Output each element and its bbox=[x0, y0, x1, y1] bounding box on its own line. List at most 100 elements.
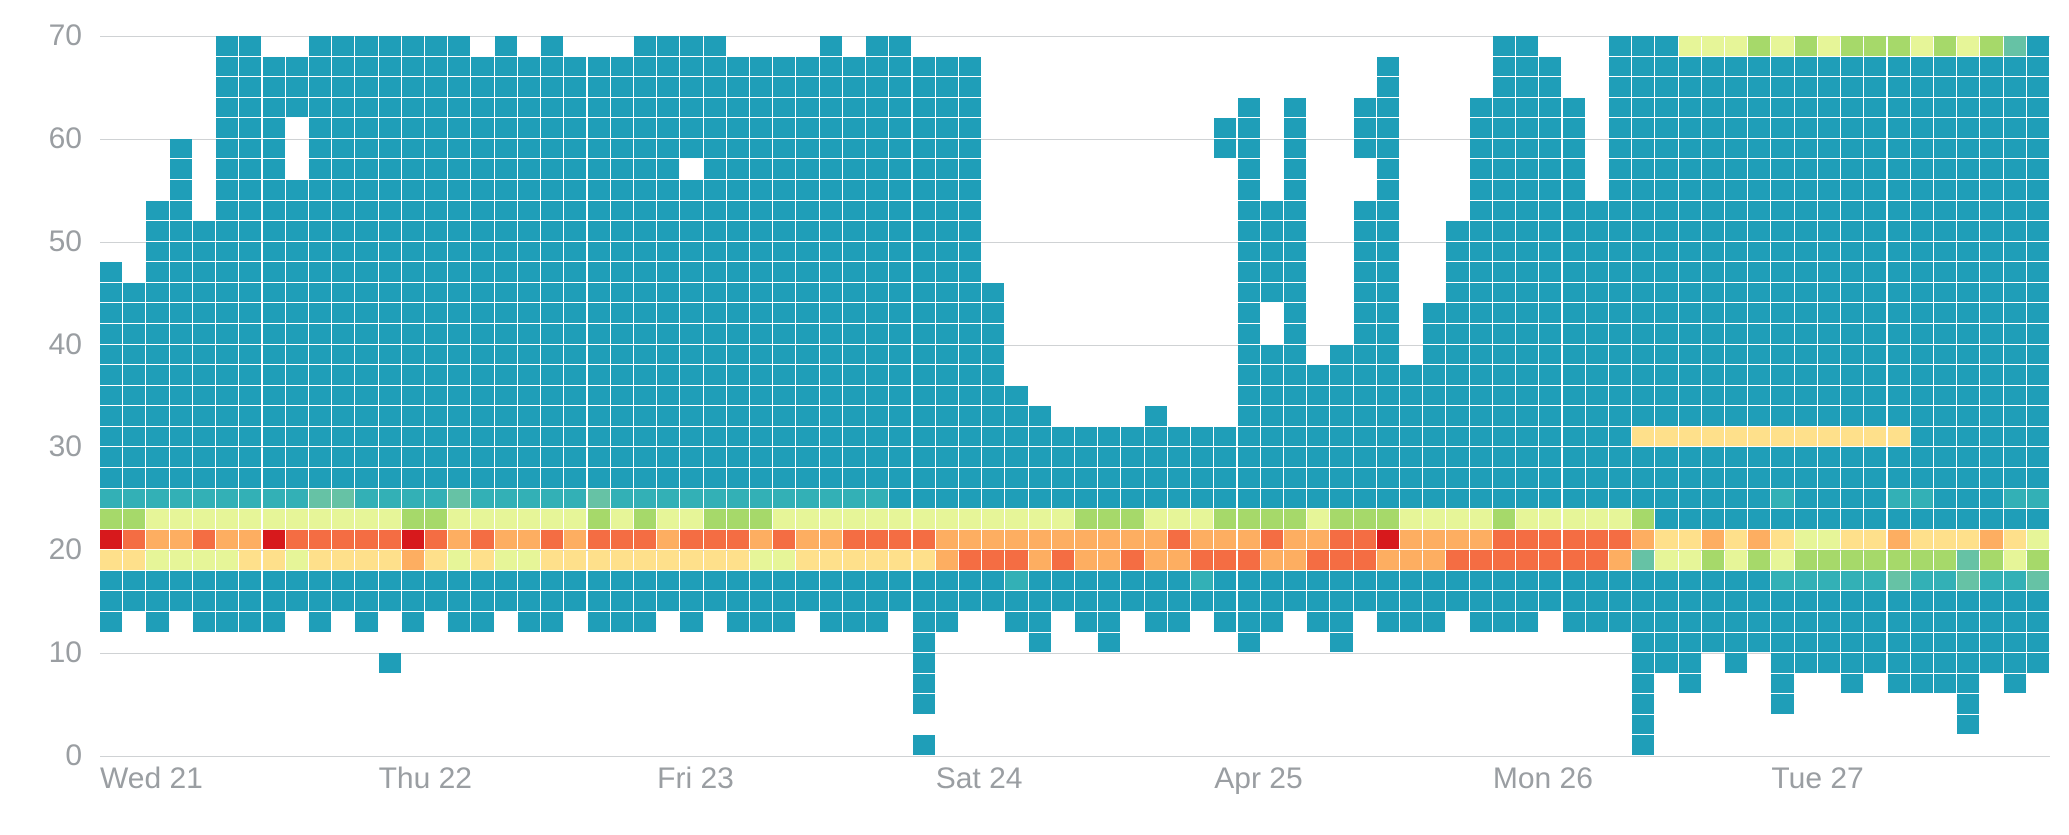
heatmap-cell bbox=[936, 468, 958, 488]
heatmap-cell bbox=[471, 509, 493, 529]
heatmap-cell bbox=[1725, 427, 1747, 447]
heatmap-cell bbox=[518, 303, 540, 323]
gridline bbox=[100, 756, 2050, 757]
heatmap-cell bbox=[2004, 489, 2026, 509]
heatmap-cell bbox=[1980, 427, 2002, 447]
heatmap-cell bbox=[1238, 633, 1260, 653]
heatmap-cell bbox=[1238, 262, 1260, 282]
heatmap-cell bbox=[982, 406, 1004, 426]
y-tick-label: 10 bbox=[0, 636, 82, 670]
heatmap-cell bbox=[1679, 571, 1701, 591]
heatmap-cell bbox=[1423, 571, 1445, 591]
heatmap-cell bbox=[1980, 262, 2002, 282]
heatmap-cell bbox=[750, 365, 772, 385]
heatmap-cell bbox=[611, 509, 633, 529]
heatmap-cell bbox=[379, 221, 401, 241]
heatmap-cell bbox=[1516, 98, 1538, 118]
heatmap-cell bbox=[425, 303, 447, 323]
heatmap-cell bbox=[611, 612, 633, 632]
heatmap-cell bbox=[495, 489, 517, 509]
heatmap-cell bbox=[1864, 653, 1886, 673]
heatmap-cell bbox=[1795, 365, 1817, 385]
heatmap-cell bbox=[1655, 550, 1677, 570]
heatmap-cell bbox=[611, 406, 633, 426]
heatmap-cell bbox=[1470, 283, 1492, 303]
heatmap-cell bbox=[1888, 57, 1910, 77]
heatmap-cell bbox=[239, 242, 261, 262]
heatmap-cell bbox=[1957, 571, 1979, 591]
heatmap-cell bbox=[2004, 262, 2026, 282]
heatmap-cell bbox=[1563, 118, 1585, 138]
heatmap-cell bbox=[634, 468, 656, 488]
heatmap-cell bbox=[564, 489, 586, 509]
heatmap-cell bbox=[1702, 98, 1724, 118]
heatmap-cell bbox=[1446, 303, 1468, 323]
heatmap-cell bbox=[1934, 365, 1956, 385]
heatmap-cell bbox=[1980, 283, 2002, 303]
heatmap-cell bbox=[1655, 468, 1677, 488]
heatmap-cell bbox=[1679, 530, 1701, 550]
heatmap-cell bbox=[216, 36, 238, 56]
heatmap-cell bbox=[1098, 427, 1120, 447]
heatmap-cell bbox=[1075, 530, 1097, 550]
heatmap-cell bbox=[1725, 489, 1747, 509]
heatmap-cell bbox=[1609, 201, 1631, 221]
heatmap-cell bbox=[263, 159, 285, 179]
heatmap-cell bbox=[1795, 530, 1817, 550]
x-tick-label: Tue 27 bbox=[1771, 762, 1863, 796]
heatmap-cell bbox=[332, 550, 354, 570]
heatmap-cell bbox=[170, 386, 192, 406]
heatmap-cell bbox=[471, 386, 493, 406]
heatmap-cell bbox=[2027, 530, 2049, 550]
heatmap-cell bbox=[402, 201, 424, 221]
heatmap-cell bbox=[286, 447, 308, 467]
heatmap-cell bbox=[471, 118, 493, 138]
heatmap-cell bbox=[936, 159, 958, 179]
heatmap-cell bbox=[1795, 303, 1817, 323]
heatmap-cell bbox=[1702, 221, 1724, 241]
heatmap-cell bbox=[1539, 386, 1561, 406]
heatmap-cell bbox=[564, 591, 586, 611]
heatmap-cell bbox=[2004, 571, 2026, 591]
heatmap-cell bbox=[1888, 571, 1910, 591]
heatmap-cell bbox=[1702, 530, 1724, 550]
heatmap-cell bbox=[2004, 36, 2026, 56]
heatmap-cell bbox=[379, 489, 401, 509]
heatmap-cell bbox=[704, 98, 726, 118]
heatmap-cell bbox=[843, 262, 865, 282]
heatmap-cell bbox=[1284, 98, 1306, 118]
heatmap-cell bbox=[1748, 489, 1770, 509]
heatmap-cell bbox=[588, 406, 610, 426]
heatmap-cell bbox=[1029, 612, 1051, 632]
heatmap-cell bbox=[1841, 674, 1863, 694]
heatmap-cell bbox=[750, 447, 772, 467]
heatmap-cell bbox=[1818, 571, 1840, 591]
heatmap-cell bbox=[1771, 591, 1793, 611]
heatmap-cell bbox=[1795, 283, 1817, 303]
heatmap-cell bbox=[146, 365, 168, 385]
heatmap-cell bbox=[959, 530, 981, 550]
heatmap-cell bbox=[1609, 489, 1631, 509]
heatmap-cell bbox=[541, 303, 563, 323]
heatmap-cell bbox=[541, 118, 563, 138]
heatmap-cell bbox=[286, 242, 308, 262]
heatmap-cell bbox=[1377, 406, 1399, 426]
heatmap-cell bbox=[1121, 530, 1143, 550]
heatmap-cell bbox=[1748, 447, 1770, 467]
heatmap-cell bbox=[657, 427, 679, 447]
heatmap-cell bbox=[1052, 468, 1074, 488]
heatmap-cell bbox=[1446, 571, 1468, 591]
heatmap-cell bbox=[379, 262, 401, 282]
heatmap-cell bbox=[1725, 550, 1747, 570]
heatmap-cell bbox=[1725, 365, 1747, 385]
heatmap-cell bbox=[1470, 345, 1492, 365]
heatmap-cell bbox=[1609, 427, 1631, 447]
heatmap-cell bbox=[611, 180, 633, 200]
heatmap-cell bbox=[1261, 447, 1283, 467]
heatmap-cell bbox=[2004, 98, 2026, 118]
heatmap-cell bbox=[1586, 591, 1608, 611]
heatmap-cell bbox=[1702, 612, 1724, 632]
heatmap-cell bbox=[1493, 180, 1515, 200]
heatmap-cell bbox=[588, 98, 610, 118]
heatmap-cell bbox=[1563, 180, 1585, 200]
